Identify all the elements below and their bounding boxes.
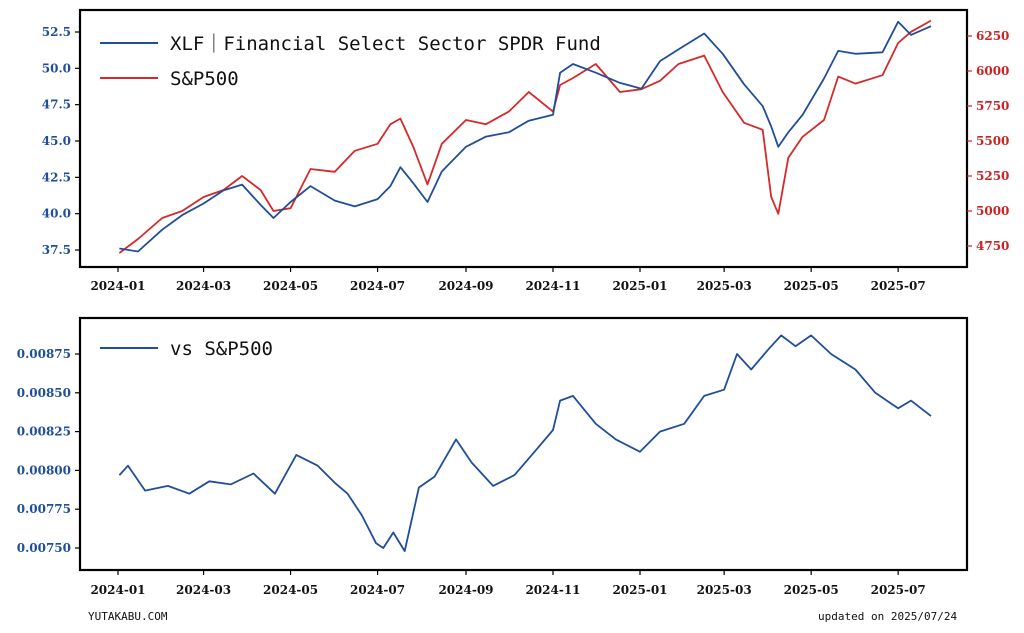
top-price-chart: 37.5 40.0 42.5 45.0 47.5 50.0 52.5 4750 5000 5250… [42,8,1010,293]
bottom-axis-ticks: 0.00750 0.00775 0.00800 0.00825 0.00850 0.008… [17,347,926,597]
bottom-plot-area [118,334,932,552]
ratio-tick-label: 0.00850 [17,386,71,400]
sp500-line [118,19,932,254]
x-tick-label: 2024-05 [263,279,318,293]
x-tick-label: 2025-07 [871,583,926,597]
x-tick-label: 2024-05 [263,583,318,597]
legend-label-xlf: XLF｜Financial Select Sector SPDR Fund [170,33,601,55]
left-tick-label: 50.0 [42,61,71,75]
left-tick-label: 40.0 [42,207,71,221]
top-chart-frame [78,8,969,269]
right-tick-label: 6250 [976,29,1009,43]
left-tick-label: 52.5 [42,25,71,39]
ratio-tick-label: 0.00750 [17,541,71,555]
legend-label-sp500: S&P500 [170,68,239,90]
top-legend: XLF｜Financial Select Sector SPDR Fund S&… [100,33,601,90]
right-tick-label: 5500 [976,134,1009,148]
x-tick-label: 2025-01 [612,583,667,597]
x-tick-label: 2024-07 [350,279,405,293]
x-tick-label: 2025-05 [784,279,839,293]
legend-label-ratio: vs S&P500 [170,338,273,360]
top-plot-area [118,19,932,254]
site-credit: YUTAKABU.COM [88,610,168,623]
left-tick-label: 47.5 [42,98,71,112]
x-tick-label: 2025-03 [697,279,752,293]
ratio-tick-label: 0.00825 [17,425,71,439]
right-tick-label: 6000 [976,64,1009,78]
x-tick-label: 2024-01 [90,279,145,293]
left-tick-label: 37.5 [42,243,71,257]
xlf-line [119,20,932,253]
x-tick-label: 2024-09 [438,583,493,597]
ratio-tick-label: 0.00800 [17,463,71,477]
x-tick-label: 2024-03 [176,583,231,597]
bottom-legend: vs S&P500 [100,338,273,360]
bottom-ratio-chart: 0.00750 0.00775 0.00800 0.00825 0.00850 0.008… [17,316,969,597]
updated-date: updated on 2025/07/24 [818,610,958,623]
ratio-line [118,334,932,552]
ratio-tick-label: 0.00875 [17,347,71,361]
x-tick-label: 2024-07 [350,583,405,597]
x-tick-label: 2024-01 [90,583,145,597]
x-tick-label: 2025-03 [697,583,752,597]
right-tick-label: 5250 [976,169,1009,183]
right-tick-label: 4750 [976,239,1009,253]
x-tick-label: 2025-01 [612,279,667,293]
ratio-tick-label: 0.00775 [17,502,71,516]
bottom-chart-frame [78,316,969,572]
x-tick-label: 2024-09 [438,279,493,293]
right-tick-label: 5750 [976,99,1009,113]
top-axis-ticks: 37.5 40.0 42.5 45.0 47.5 50.0 52.5 4750 5000 5250… [42,25,1010,293]
left-tick-label: 45.0 [42,134,71,148]
left-tick-label: 42.5 [42,170,71,184]
x-tick-label: 2024-03 [176,279,231,293]
right-tick-label: 5000 [976,204,1009,218]
x-tick-label: 2024-11 [525,583,580,597]
x-tick-label: 2024-11 [525,279,580,293]
x-tick-label: 2025-05 [784,583,839,597]
x-tick-label: 2025-07 [871,279,926,293]
chart-canvas: 37.5 40.0 42.5 45.0 47.5 50.0 52.5 4750 5000 5250… [17,8,1010,597]
